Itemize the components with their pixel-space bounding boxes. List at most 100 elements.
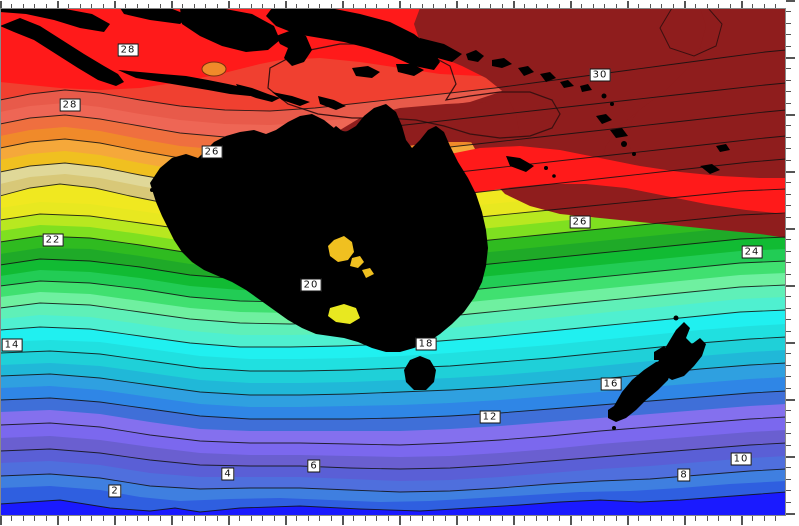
axis-minor-tick xyxy=(786,239,791,240)
axis-minor-tick xyxy=(194,516,195,521)
axis-minor-tick xyxy=(445,4,446,8)
axis-minor-tick xyxy=(752,4,753,8)
axis-minor-tick xyxy=(239,4,240,8)
axis-major-tick xyxy=(786,342,795,344)
axis-minor-tick xyxy=(23,516,24,521)
contour-label: 16 xyxy=(600,377,622,391)
axis-minor-tick xyxy=(786,410,791,411)
axis-minor-tick xyxy=(707,516,708,521)
axis-minor-tick xyxy=(308,516,309,521)
contour-label: 28 xyxy=(59,98,81,112)
axis-minor-tick xyxy=(786,353,791,354)
axis-minor-tick xyxy=(376,4,377,8)
axis-minor-tick xyxy=(786,262,791,263)
axis-minor-tick xyxy=(422,4,423,8)
axis-minor-tick xyxy=(786,479,791,480)
axis-minor-tick xyxy=(786,467,791,468)
axis-major-tick xyxy=(786,57,795,59)
axis-minor-tick xyxy=(786,251,791,252)
contour-label: 22 xyxy=(42,233,64,247)
axis-minor-tick xyxy=(205,4,206,8)
axis-minor-tick xyxy=(365,516,366,521)
axis-minor-tick xyxy=(91,4,92,8)
axis-major-tick xyxy=(171,1,173,8)
axis-minor-tick xyxy=(786,217,791,218)
axis-minor-tick xyxy=(638,516,639,521)
axis-minor-tick xyxy=(296,516,297,521)
filled-contour-bands xyxy=(0,8,786,516)
axis-minor-tick xyxy=(786,365,791,366)
axis-major-tick xyxy=(57,1,59,8)
axis-minor-tick xyxy=(695,4,696,8)
axis-minor-tick xyxy=(125,516,126,521)
axis-minor-tick xyxy=(786,445,791,446)
axis-minor-tick xyxy=(34,516,35,521)
contour-label: 10 xyxy=(730,452,752,466)
plot-border xyxy=(0,8,786,516)
contour-label: 28 xyxy=(117,43,139,57)
axis-minor-tick xyxy=(46,516,47,521)
axis-major-tick xyxy=(627,516,629,525)
contour-label: 24 xyxy=(741,245,763,259)
axis-minor-tick xyxy=(80,516,81,521)
axis-minor-tick xyxy=(467,516,468,521)
axis-minor-tick xyxy=(718,516,719,521)
axis-right[interactable] xyxy=(786,0,799,526)
axis-minor-tick xyxy=(786,137,791,138)
axis-minor-tick xyxy=(46,4,47,8)
axis-minor-tick xyxy=(581,516,582,521)
axis-minor-tick xyxy=(68,516,69,521)
axis-minor-tick xyxy=(786,80,791,81)
axis-minor-tick xyxy=(786,68,791,69)
contour-label: 2 xyxy=(108,484,122,498)
axis-minor-tick xyxy=(524,516,525,521)
axis-bottom[interactable] xyxy=(0,516,799,526)
axis-minor-tick xyxy=(194,4,195,8)
axis-minor-tick xyxy=(137,4,138,8)
axis-minor-tick xyxy=(786,148,791,149)
axis-minor-tick xyxy=(786,91,791,92)
axis-minor-tick xyxy=(319,516,320,521)
axis-minor-tick xyxy=(786,376,791,377)
axis-minor-tick xyxy=(490,516,491,521)
axis-minor-tick xyxy=(593,4,594,8)
contour-label: 30 xyxy=(589,68,611,82)
axis-major-tick xyxy=(786,114,795,116)
axis-minor-tick xyxy=(410,4,411,8)
axis-major-tick xyxy=(513,516,515,525)
axis-minor-tick xyxy=(137,516,138,521)
axis-minor-tick xyxy=(262,516,263,521)
axis-minor-tick xyxy=(786,103,791,104)
axis-minor-tick xyxy=(467,4,468,8)
contour-label: 14 xyxy=(1,338,23,352)
axis-minor-tick xyxy=(536,516,537,521)
axis-minor-tick xyxy=(490,4,491,8)
axis-major-tick xyxy=(513,1,515,8)
axis-major-tick xyxy=(57,516,59,525)
axis-major-tick xyxy=(285,1,287,8)
axis-minor-tick xyxy=(593,516,594,521)
axis-minor-tick xyxy=(559,516,560,521)
axis-minor-tick xyxy=(160,4,161,8)
axis-minor-tick xyxy=(11,4,12,8)
axis-minor-tick xyxy=(786,160,791,161)
axis-minor-tick xyxy=(103,4,104,8)
axis-minor-tick xyxy=(251,516,252,521)
axis-top[interactable] xyxy=(0,0,799,8)
axis-minor-tick xyxy=(502,4,503,8)
axis-minor-tick xyxy=(251,4,252,8)
axis-minor-tick xyxy=(650,516,651,521)
axis-minor-tick xyxy=(786,194,791,195)
axis-major-tick xyxy=(786,171,795,173)
axis-major-tick xyxy=(171,516,173,525)
axis-minor-tick xyxy=(365,4,366,8)
axis-minor-tick xyxy=(786,205,791,206)
axis-major-tick xyxy=(456,1,458,8)
axis-minor-tick xyxy=(559,4,560,8)
axis-minor-tick xyxy=(786,46,791,47)
axis-minor-tick xyxy=(331,4,332,8)
axis-minor-tick xyxy=(730,4,731,8)
axis-minor-tick xyxy=(23,4,24,8)
axis-minor-tick xyxy=(11,516,12,521)
